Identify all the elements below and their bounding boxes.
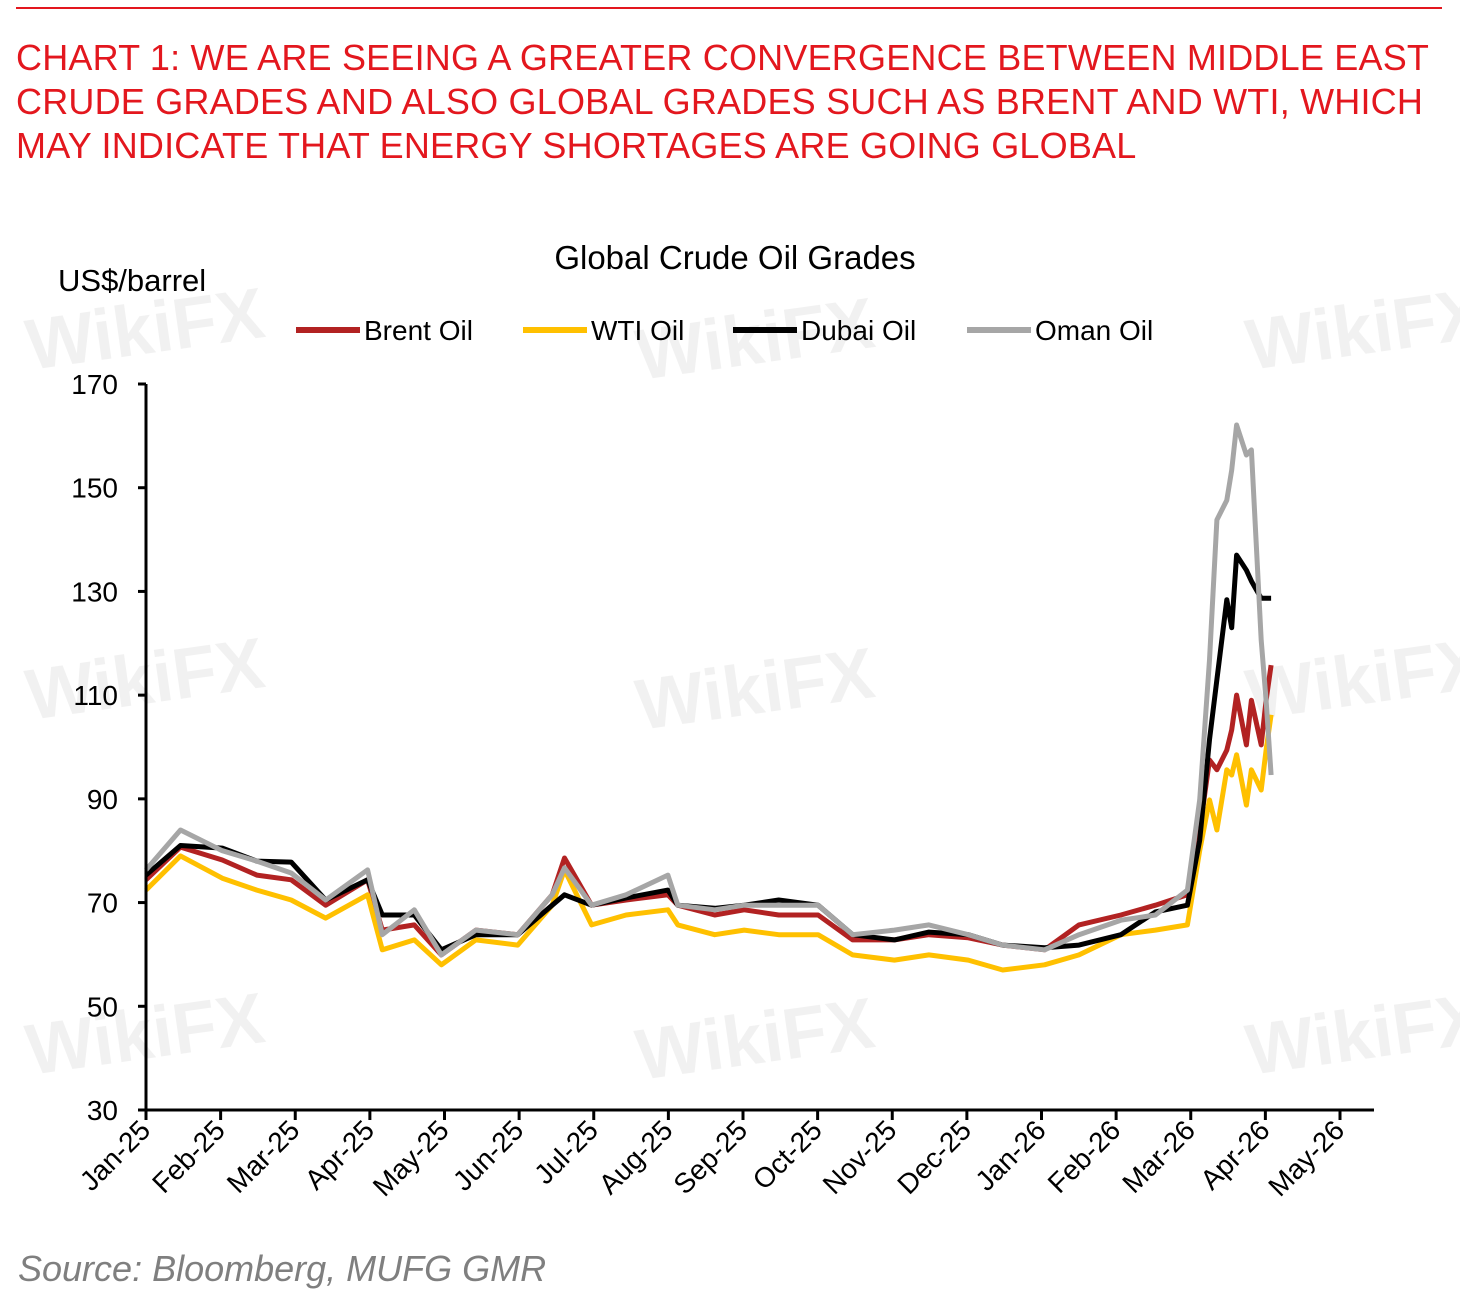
x-tick-label: Apr-26	[1194, 1114, 1275, 1195]
x-tick-label: Jan-26	[969, 1114, 1051, 1196]
chart-headline: CHART 1: WE ARE SEEING A GREATER CONVERG…	[16, 37, 1429, 166]
chart-title: Global Crude Oil Grades	[554, 239, 915, 276]
y-tick-label: 130	[71, 576, 118, 607]
x-tick-label: May-25	[367, 1114, 455, 1202]
x-tick-label: Mar-25	[221, 1114, 306, 1199]
x-tick-label: May-26	[1262, 1114, 1350, 1202]
legend-item-oman-oil: Oman Oil	[967, 315, 1153, 346]
watermark-text: WikiFX	[1241, 978, 1460, 1091]
legend-label: Brent Oil	[364, 315, 473, 346]
y-tick-label: 50	[87, 991, 118, 1022]
legend-item-brent-oil: Brent Oil	[296, 315, 473, 346]
legend-label: Oman Oil	[1035, 315, 1153, 346]
y-tick-label: 170	[71, 369, 118, 400]
legend-label: Dubai Oil	[801, 315, 916, 346]
watermark-text: WikiFX	[1241, 623, 1460, 736]
legend-label: WTI Oil	[591, 315, 684, 346]
x-tick-label: Oct-25	[747, 1114, 828, 1195]
legend: Brent Oil WTI Oil Dubai Oil Oman Oil	[296, 315, 1153, 346]
watermark-text: WikiFX	[631, 983, 879, 1096]
x-tick-label: Mar-26	[1116, 1114, 1201, 1199]
y-tick-label: 150	[71, 473, 118, 504]
x-tick-label: Feb-25	[146, 1114, 231, 1199]
y-axis-label: US$/barrel	[58, 263, 206, 298]
x-tick-label: Feb-26	[1042, 1114, 1127, 1199]
series-line-wti-oil	[144, 714, 1274, 973]
top-rule	[16, 7, 1442, 9]
series-lines	[144, 422, 1274, 973]
x-tick-label: Jan-25	[74, 1114, 156, 1196]
series-line-oman-oil	[144, 422, 1274, 958]
source-note: Source: Bloomberg, MUFG GMR	[18, 1248, 547, 1289]
y-tick-label: 70	[87, 888, 118, 919]
watermark-text: WikiFX	[1241, 273, 1460, 386]
y-tick-label: 90	[87, 784, 118, 815]
x-tick-label: Aug-25	[593, 1114, 679, 1200]
x-tick-label: Jun-25	[447, 1114, 529, 1196]
watermark-text: WikiFX	[631, 633, 879, 746]
x-tick-label: Nov-25	[817, 1114, 903, 1200]
x-tick-label: Apr-25	[299, 1114, 380, 1195]
x-tick-label: Sep-25	[667, 1114, 753, 1200]
y-tick-label: 110	[73, 680, 118, 711]
legend-item-dubai-oil: Dubai Oil	[733, 315, 916, 346]
x-tick-label: Dec-25	[891, 1114, 977, 1200]
y-tick-label: 30	[87, 1095, 118, 1126]
legend-item-wti-oil: WTI Oil	[523, 315, 684, 346]
